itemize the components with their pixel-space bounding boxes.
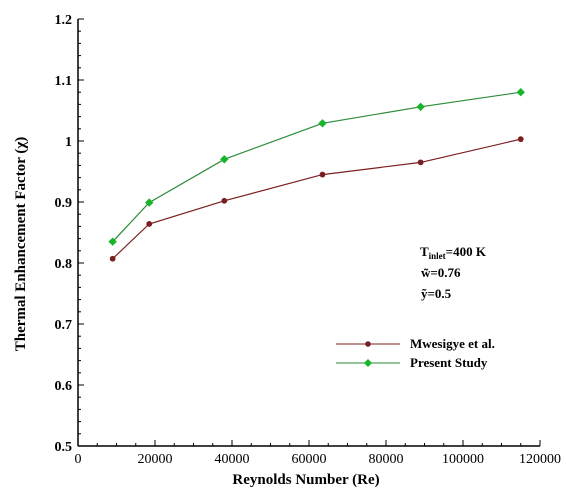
data-point-mwesigye-et-al — [146, 221, 153, 227]
legend: Mwesigye et al. Present Study — [336, 336, 495, 370]
data-point-present-study — [516, 88, 525, 97]
y-tick-label: 0.9 — [55, 196, 73, 211]
series-line-mwesigye-et-al — [112, 138, 521, 260]
data-point-mwesigye-et-al — [417, 159, 424, 166]
axes — [77, 19, 540, 447]
x-tick-label: 100000 — [442, 452, 484, 467]
ticks: 0.5 0.6 0.7 0.8 0.9 1 1.1 1.2 0 20000 40000 60000 80… — [55, 13, 562, 467]
x-tick-label: 20000 — [138, 452, 173, 467]
x-tick-label: 0 — [75, 452, 82, 467]
annotation-y: ỹ=0.5 — [421, 286, 452, 301]
data-point-mwesigye-et-al — [319, 171, 326, 178]
data-point-mwesigye-et-al — [109, 255, 116, 262]
legend-marker-present-study — [364, 359, 372, 367]
annotation-temp-value: =400 K — [446, 244, 487, 259]
legend-label-present-study: Present Study — [410, 355, 488, 370]
x-tick-label: 80000 — [369, 452, 404, 467]
y-tick-label: 1.1 — [55, 74, 73, 89]
y-tick-label: 1.2 — [55, 13, 73, 28]
series-line-present-study — [112, 91, 521, 243]
x-tick-label: 120000 — [519, 452, 561, 467]
data-point-present-study — [108, 237, 117, 246]
annotation: Tinlet=400 K w̃=0.76 ỹ=0.5 — [420, 244, 487, 301]
annotation-temp-symbol: T — [420, 244, 429, 259]
x-axis-label: Reynolds Number (Re) — [232, 472, 379, 488]
annotation-w: w̃=0.76 — [421, 265, 461, 280]
y-tick-label: 0.8 — [55, 257, 73, 272]
data-point-present-study — [220, 155, 229, 164]
y-tick-label: 0.5 — [55, 440, 73, 455]
x-tick-label: 40000 — [215, 452, 250, 467]
y-tick-label: 0.7 — [55, 318, 73, 333]
legend-label-mwesigye: Mwesigye et al. — [410, 336, 495, 351]
y-tick-label: 0.6 — [55, 379, 73, 394]
y-tick-label: 1 — [65, 135, 72, 150]
legend-marker-mwesigye — [365, 341, 371, 347]
y-axis-label: Thermal Enhancement Factor (χ) — [13, 137, 29, 352]
data-point-present-study — [145, 198, 154, 207]
data-point-mwesigye-et-al — [517, 136, 524, 143]
svg-text:Tinlet=400 K: Tinlet=400 K — [420, 244, 487, 261]
series-layer — [108, 88, 525, 262]
data-point-present-study — [416, 102, 425, 112]
annotation-temp-subscript: inlet — [429, 251, 446, 261]
data-point-mwesigye-et-al — [221, 197, 228, 204]
data-point-present-study — [318, 119, 327, 128]
x-tick-label: 60000 — [292, 452, 327, 467]
